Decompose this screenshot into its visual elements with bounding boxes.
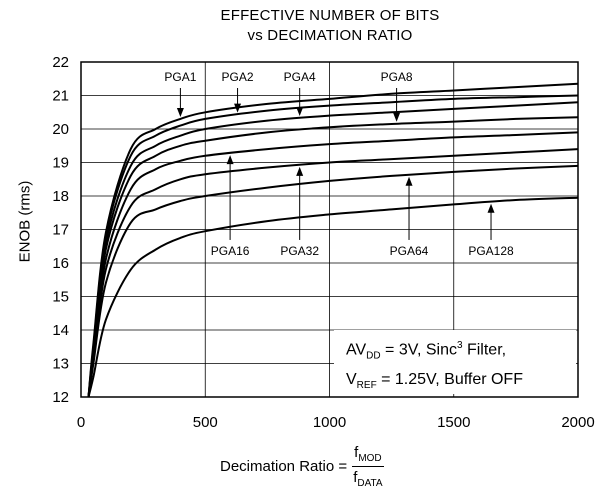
x-axis-label: Decimation Ratio = fMOD fDATA <box>220 444 384 489</box>
y-axis-label: ENOB (rms) <box>16 180 34 263</box>
plot-frame <box>80 61 579 398</box>
series-label-pga8: PGA8 <box>381 70 413 84</box>
conditions-annotation: AVDD = 3V, Sinc3 Filter, VREF = 1.25V, B… <box>334 330 576 394</box>
series-label-pga128: PGA128 <box>468 244 514 258</box>
x-axis-fraction: fMOD fDATA <box>352 444 384 489</box>
series-label-pga16-arrow-head <box>226 155 234 165</box>
series-label-pga32: PGA32 <box>280 244 319 258</box>
y-tick-label-9: 21 <box>52 88 69 105</box>
series-label-pga4-arrow-head <box>296 107 304 117</box>
chart-title-line1: EFFECTIVE NUMBER OF BITS <box>220 7 440 24</box>
y-tick-label-2: 14 <box>52 322 69 339</box>
annotation-line-2: VREF = 1.25V, Buffer OFF <box>346 370 523 391</box>
series-label-pga8-arrow-head <box>393 112 401 122</box>
x-tick-label-2: 1000 <box>313 414 346 431</box>
x-axis-label-prefix: Decimation Ratio = <box>220 458 348 475</box>
series-label-pga1-arrow-head <box>176 107 184 117</box>
series-label-pga64: PGA64 <box>390 244 429 258</box>
series-line-pga8 <box>87 116 579 398</box>
y-tick-label-10: 22 <box>52 54 69 71</box>
y-tick-label-0: 12 <box>52 389 69 406</box>
series-label-pga64-arrow-head <box>405 176 413 186</box>
chart-title-line2: vs DECIMATION RATIO <box>247 27 413 44</box>
axis-ticks: 12 13 14 15 16 17 18 19 20 21 22 0 500 1000 1500 2000 <box>52 54 594 431</box>
y-tick-label-7: 19 <box>52 155 69 172</box>
series-line-pga2 <box>87 94 579 398</box>
series-lines <box>87 82 579 398</box>
series-line-pga32 <box>87 148 579 398</box>
series-label-pga2: PGA2 <box>222 70 254 84</box>
x-tick-label-4: 2000 <box>561 414 594 431</box>
y-tick-label-8: 20 <box>52 121 69 138</box>
x-tick-label-3: 1500 <box>437 414 470 431</box>
series-label-pga4: PGA4 <box>284 70 316 84</box>
x-tick-label-1: 500 <box>193 414 218 431</box>
series-label-pga128-arrow-head <box>487 203 495 213</box>
series-label-pga16: PGA16 <box>211 244 250 258</box>
x-axis-fraction-denominator: fDATA <box>353 469 383 489</box>
y-tick-label-3: 15 <box>52 289 69 306</box>
x-axis-fraction-numerator: fMOD <box>352 444 384 467</box>
y-tick-label-4: 16 <box>52 255 69 272</box>
x-tick-label-0: 0 <box>77 414 85 431</box>
y-tick-label-5: 17 <box>52 222 69 239</box>
series-line-pga4 <box>87 101 579 398</box>
annotation-line-1: AVDD = 3V, Sinc3 Filter, <box>346 340 507 362</box>
series-line-pga16 <box>87 131 579 398</box>
series-label-pga32-arrow-head <box>296 166 304 176</box>
series-label-pga2-arrow-head <box>234 103 242 113</box>
series-label-arrows: PGA1 PGA2 PGA4 PGA8 PGA16 PGA32 PGA64 PGA128 <box>164 70 514 258</box>
series-label-pga1: PGA1 <box>164 70 196 84</box>
series-line-pga128 <box>87 196 579 398</box>
y-tick-label-1: 13 <box>52 356 69 373</box>
series-line-pga64 <box>87 164 579 398</box>
y-tick-label-6: 18 <box>52 188 69 205</box>
